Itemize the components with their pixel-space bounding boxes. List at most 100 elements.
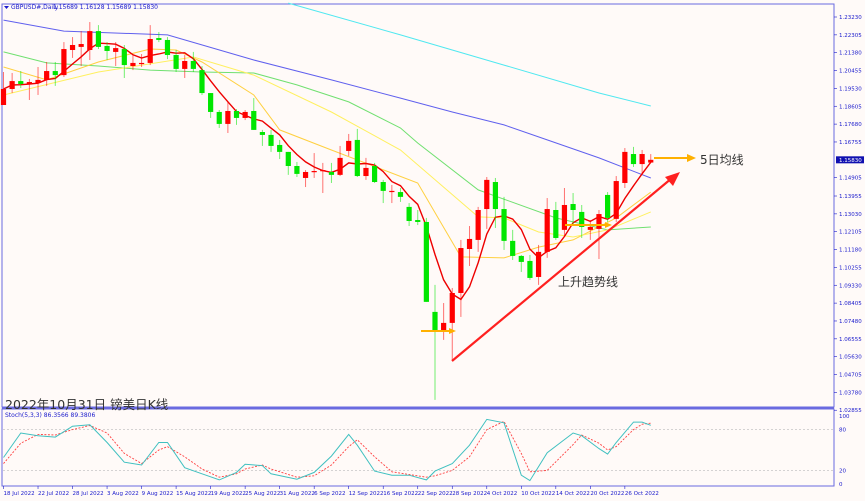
- candle: [639, 149, 645, 175]
- candle-body: [527, 260, 533, 278]
- candle: [164, 37, 171, 60]
- candle-body: [397, 192, 404, 197]
- price-label: 1.12105: [839, 230, 862, 236]
- candle-body: [251, 110, 257, 130]
- candle-body: [104, 45, 110, 51]
- candle: [406, 203, 412, 227]
- candle: [561, 187, 568, 236]
- candle-body: [337, 157, 343, 175]
- candle-body: [95, 31, 102, 47]
- candle: [622, 148, 628, 188]
- candle: [397, 187, 404, 202]
- candle-body: [208, 93, 214, 112]
- candle: [510, 229, 516, 260]
- candle: [441, 303, 447, 340]
- price-label: 1.23230: [839, 15, 862, 21]
- price-label: 1.18605: [839, 104, 862, 110]
- date-label: 28 Sep 2022: [452, 491, 487, 497]
- trend-arrow-head-icon: [665, 172, 680, 186]
- candle: [9, 72, 15, 94]
- date-label: 31 Aug 2022: [280, 491, 315, 497]
- date-label: 19 Aug 2022: [211, 491, 246, 497]
- ma5-line: [3, 42, 652, 301]
- price-label: 1.22305: [839, 33, 862, 39]
- candle: [371, 162, 378, 183]
- price-label: 1.03780: [839, 390, 862, 396]
- candle: [190, 51, 196, 73]
- trend-line-arrow[interactable]: [451, 177, 673, 362]
- price-axis: 1.23230 1.22305 1.21380 1.20455 1.19530 1.186…: [834, 15, 864, 488]
- candle-body: [0, 88, 7, 106]
- candle-body: [35, 79, 41, 84]
- ma-green-line: [3, 51, 651, 231]
- candle-body: [190, 61, 196, 69]
- candle: [596, 210, 602, 260]
- candle-body: [233, 110, 240, 118]
- candle: [466, 226, 473, 266]
- candle-body: [87, 31, 93, 51]
- chart-frame: [1, 3, 835, 487]
- candle: [44, 61, 50, 86]
- candle: [225, 101, 231, 133]
- candle-body: [415, 220, 421, 222]
- candle: [587, 220, 593, 240]
- symbol-label: GBPUSD#,Daily: [11, 4, 59, 11]
- stoch-level-label: 100: [839, 414, 850, 420]
- candle: [104, 42, 110, 61]
- candle: [52, 61, 58, 86]
- arrow-head-icon: [687, 154, 696, 162]
- drawn-annotations: [421, 154, 696, 362]
- candle-body: [328, 171, 335, 175]
- candle: [320, 162, 326, 194]
- candle-body: [147, 39, 153, 63]
- candle-body: [199, 70, 205, 94]
- candle: [337, 145, 343, 177]
- ma-cyan-line: [288, 2, 651, 107]
- candle-body: [380, 182, 386, 191]
- candle-body: [130, 62, 136, 67]
- candle-body: [78, 44, 84, 47]
- stochastic-lines: [3, 418, 651, 482]
- dropdown-triangle-icon[interactable]: [4, 6, 9, 9]
- candle: [208, 93, 214, 118]
- date-label: 4 Oct 2022: [487, 491, 518, 497]
- candle: [535, 244, 542, 285]
- candle: [449, 287, 455, 360]
- candle-body: [173, 55, 179, 69]
- chart-header: GBPUSD#,Daily 1.15689 1.16128 1.15689 1.…: [4, 4, 158, 419]
- candle-body: [320, 170, 326, 172]
- candle-body: [587, 226, 593, 230]
- stoch-level-lines: [3, 429, 833, 471]
- price-label: 1.13030: [839, 212, 862, 218]
- current-price-badge: [836, 156, 864, 164]
- date-label: 12 Sep 2022: [349, 491, 384, 497]
- date-label: 26 Oct 2022: [625, 491, 659, 497]
- stoch-signal-line: [3, 420, 651, 478]
- candle-body: [302, 171, 309, 178]
- date-label: 3 Aug 2022: [107, 491, 139, 497]
- candle-body: [423, 221, 429, 302]
- current-price-label: 1.15830: [839, 158, 862, 164]
- candle-body: [449, 292, 455, 323]
- arrow-head-icon: [449, 328, 456, 334]
- candle-body: [570, 204, 576, 210]
- candle: [216, 110, 222, 128]
- candle: [156, 32, 162, 43]
- candle-body: [277, 144, 283, 152]
- candle: [259, 129, 265, 146]
- candle: [432, 284, 438, 400]
- candle-body: [466, 238, 473, 249]
- candle-body: [354, 139, 360, 177]
- price-label: 1.20455: [839, 69, 862, 75]
- candle: [18, 71, 24, 89]
- candle: [130, 55, 136, 71]
- date-label: 22 Jul 2022: [38, 491, 69, 497]
- candle: [95, 25, 102, 50]
- price-label: 1.08405: [839, 301, 862, 307]
- ma-blue-line: [3, 19, 651, 179]
- candle-body: [518, 255, 524, 262]
- arrow-head-icon: [605, 222, 612, 228]
- candle-body: [61, 49, 67, 76]
- stoch-level-label: 80: [839, 428, 846, 434]
